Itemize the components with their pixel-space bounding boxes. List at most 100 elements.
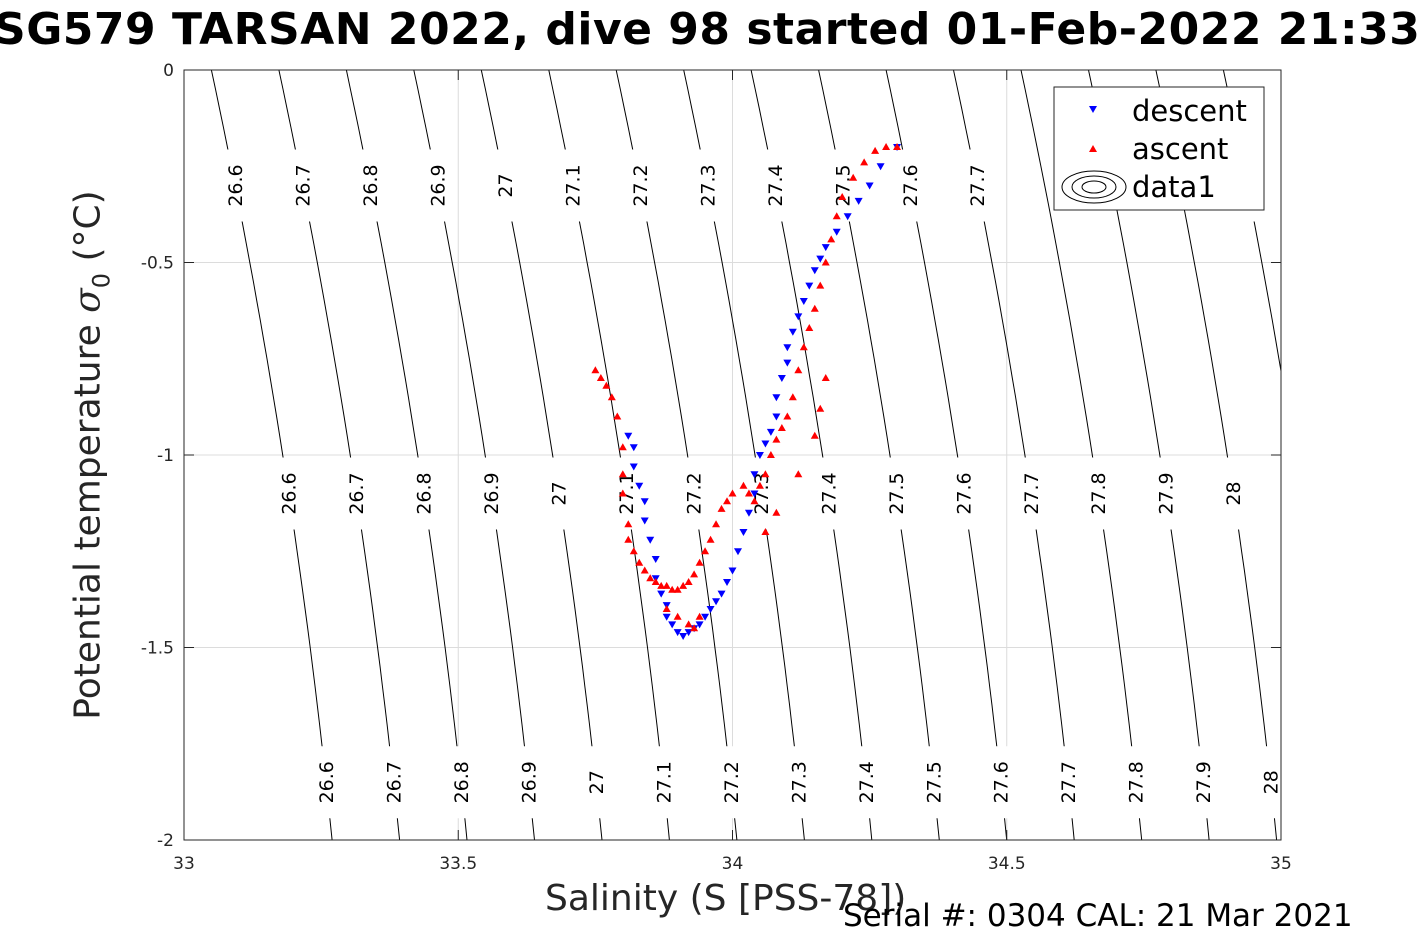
ascent-point [662,581,671,589]
ascent-point [602,381,611,389]
contour-label-bg [1290,458,1312,530]
x-tick-label: 33.5 [439,854,477,874]
contour-label-bg [315,746,338,819]
contour-label-bg [1222,457,1245,530]
ascent-point [629,547,638,555]
contour-label-bg [450,746,473,819]
contour-label: 26.8 [451,761,473,803]
contour-label: 27.2 [683,472,705,514]
data-points [591,143,902,640]
ascent-point [794,470,803,478]
descent-point [865,182,874,190]
ascent-point [618,470,627,478]
ascent-point [640,566,649,574]
ascent-point [668,585,677,593]
contour-label: 27 [586,770,608,794]
ascent-point [717,504,726,512]
ascent-point [810,431,819,439]
contour-label: 26.7 [384,761,406,803]
legend-box [1053,86,1265,211]
contour-label: 27.1 [653,761,675,803]
ascent-point [651,578,660,586]
descent-point [821,244,830,252]
descent-point [766,428,775,436]
contour-label: 28 [1261,770,1283,794]
contour-label: 26.8 [360,164,382,206]
contour-label-bg [682,457,705,530]
ascent-point [728,489,737,497]
ascent-point [882,143,891,150]
contour-label-bg [480,457,503,530]
descent-point [810,267,819,275]
descent-point [876,163,885,171]
contour-label-bg [1124,746,1147,819]
y-tick-label: -1.5 [141,639,174,659]
contour-label: 26.9 [428,164,450,206]
contour-label: 26.9 [518,761,540,803]
ascent-point [761,528,770,535]
descent-point [854,197,863,205]
descent-point [733,548,742,556]
ascent-point [766,451,775,458]
ascent-point [772,435,781,443]
descent-point [624,432,633,440]
contour-label: 27 [495,173,517,197]
ascent-point [832,212,841,220]
contour-label-bg [854,746,877,819]
ascent-point [646,574,655,582]
contour-label-bg [561,149,584,222]
ascent-point [893,143,902,150]
contour-label: 28.1 [1328,761,1350,803]
contour-label: 27.6 [991,761,1013,803]
contour-label: 27.5 [886,472,908,514]
y-axis-label: Potential temperature σ0 (°C) [67,190,116,720]
ascent-point [816,404,825,412]
contour-label-bg [426,149,449,222]
descent-point [723,579,732,587]
contour-label: 27.1 [616,472,638,514]
ascent-point [596,374,605,381]
ascent-point [821,374,830,381]
ascent-point [761,470,770,478]
ascent-point [816,281,825,289]
axis-ticks: 33 33.5 34 34.5 35 0 -0.5 -1 -1.5 -2 [141,61,1292,874]
contour-label-bg [359,149,382,222]
ascent-point [618,489,627,497]
descent-point [635,482,644,490]
contour-label: 27.2 [630,164,652,206]
contour-label: 26.8 [414,472,436,514]
contour-label: 27.7 [967,164,989,206]
ascent-point [701,547,710,555]
descent-point [788,328,797,336]
ascent-point [684,620,693,628]
descent-point [662,613,671,621]
ascent-point [838,193,847,201]
x-axis-label: Salinity (S [PSS-78]) [545,878,907,919]
contour-label: 26.6 [316,761,338,803]
y-tick-label: -2 [157,831,174,851]
ascent-point [673,585,682,593]
ascent-point [799,343,808,351]
descent-point [783,359,792,367]
ascent-point [744,489,753,497]
ascent-point [695,612,704,620]
contour-label-bg [412,457,435,530]
legend-ascent-label: ascent [1132,132,1228,166]
descent-point [744,509,753,517]
contour-label-bg [547,457,570,530]
descent-point [679,632,688,640]
ascent-point [739,481,748,489]
descent-point [629,444,638,452]
contour-label: 27.8 [1088,472,1110,514]
descent-point [739,529,748,536]
descent-point [629,463,638,471]
legend-descent-label: descent [1132,94,1247,128]
contour-label-bg [277,457,300,530]
contour-label-bg [584,746,607,819]
ascent-point [618,443,627,451]
contour-label-bg [382,746,405,819]
ascent-point [684,578,693,586]
contour-label-bg [831,149,854,222]
x-tick-label: 33 [173,854,195,874]
descent-point [761,440,770,448]
